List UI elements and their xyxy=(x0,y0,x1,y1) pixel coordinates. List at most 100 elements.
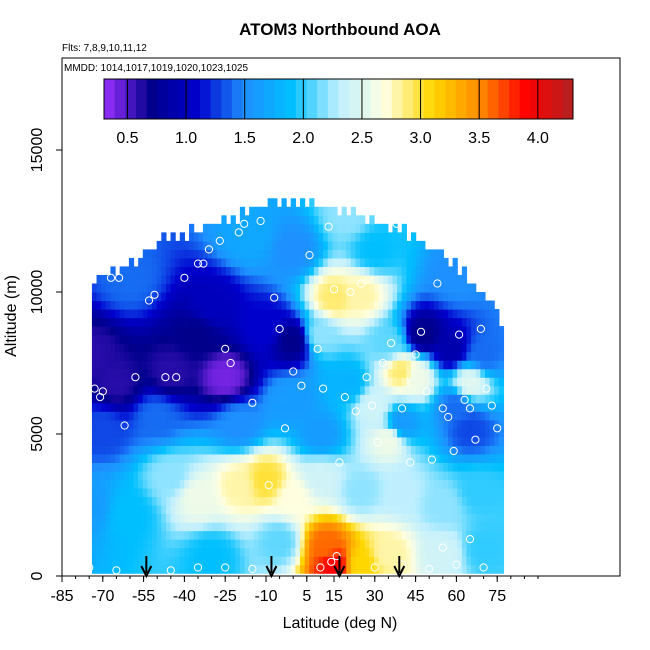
aoa-cell xyxy=(336,513,343,523)
aoa-cell xyxy=(253,274,259,285)
aoa-cell xyxy=(170,257,176,268)
aoa-cell xyxy=(309,283,315,293)
aoa-cell xyxy=(286,206,292,216)
aoa-cell xyxy=(346,496,352,506)
aoa-cell xyxy=(193,513,199,523)
aoa-cell xyxy=(212,556,218,566)
aoa-cell xyxy=(489,360,495,370)
color-scale-step xyxy=(530,79,542,119)
aoa-cell xyxy=(355,496,361,506)
aoa-cell xyxy=(484,530,491,540)
aoa-cell xyxy=(147,556,153,566)
aoa-cell xyxy=(295,274,301,285)
observation-point xyxy=(387,339,396,348)
aoa-cell xyxy=(165,513,172,523)
aoa-cell xyxy=(304,556,310,566)
aoa-cell xyxy=(443,556,449,566)
aoa-cell xyxy=(207,513,213,523)
aoa-cell xyxy=(332,496,338,506)
aoa-cell xyxy=(105,564,112,574)
aoa-cell xyxy=(447,377,454,387)
aoa-cell xyxy=(142,343,148,353)
aoa-cell xyxy=(443,317,449,327)
aoa-cell xyxy=(397,436,403,446)
aoa-cell xyxy=(415,556,421,566)
aoa-cell xyxy=(152,487,158,498)
aoa-cell xyxy=(281,522,287,532)
aoa-cell xyxy=(392,522,398,532)
aoa-cell xyxy=(341,445,347,455)
aoa-cell xyxy=(443,445,449,455)
observation-points xyxy=(79,216,502,575)
aoa-cell xyxy=(170,564,176,574)
aoa-cell xyxy=(346,215,352,225)
aoa-cell xyxy=(138,411,144,421)
aoa-cell xyxy=(165,402,172,412)
aoa-cell xyxy=(424,547,431,557)
aoa-cell xyxy=(110,436,116,446)
aoa-cell xyxy=(119,530,125,540)
aoa-cell xyxy=(216,309,222,319)
aoa-cell xyxy=(336,368,343,378)
aoa-cell xyxy=(244,232,250,242)
aoa-cell xyxy=(244,274,250,285)
aoa-cell xyxy=(484,522,491,532)
aoa-cell xyxy=(235,496,241,506)
aoa-cell xyxy=(350,411,357,421)
aoa-cell xyxy=(156,240,162,250)
aoa-cell xyxy=(230,453,236,463)
aoa-cell xyxy=(369,274,375,285)
aoa-cell xyxy=(105,522,112,532)
aoa-cell xyxy=(434,453,440,463)
aoa-cell xyxy=(105,292,112,302)
aoa-cell xyxy=(239,317,246,327)
aoa-cell xyxy=(258,411,264,421)
aoa-cell xyxy=(341,334,347,344)
aoa-cell xyxy=(397,522,403,532)
aoa-cell xyxy=(420,487,426,498)
aoa-cell xyxy=(272,257,278,268)
aoa-cell xyxy=(494,394,500,404)
aoa-cell xyxy=(401,394,407,404)
aoa-cell xyxy=(295,564,301,574)
aoa-cell xyxy=(221,505,227,515)
aoa-cell xyxy=(124,496,130,506)
aoa-cell xyxy=(369,385,375,395)
aoa-cell xyxy=(290,394,296,404)
aoa-cell xyxy=(286,547,292,557)
aoa-cell xyxy=(161,326,167,336)
aoa-cell xyxy=(216,334,222,344)
aoa-cell xyxy=(263,411,269,421)
aoa-cell xyxy=(364,411,370,421)
aoa-cell xyxy=(179,564,185,574)
aoa-cell xyxy=(420,470,426,481)
aoa-cell xyxy=(295,266,301,276)
aoa-cell xyxy=(438,300,444,310)
aoa-cell xyxy=(96,564,102,574)
aoa-cell xyxy=(179,232,185,242)
aoa-cell xyxy=(429,411,435,421)
aoa-cell xyxy=(244,343,250,353)
aoa-cell xyxy=(235,385,241,395)
aoa-cell xyxy=(392,292,398,302)
aoa-cell xyxy=(91,334,98,344)
aoa-cell xyxy=(170,513,176,523)
aoa-cell xyxy=(272,343,278,353)
aoa-cell xyxy=(216,487,222,498)
aoa-cell xyxy=(290,522,296,532)
plot-frame xyxy=(61,57,621,577)
aoa-cell xyxy=(216,283,222,293)
aoa-cell xyxy=(239,513,246,523)
aoa-cell xyxy=(142,317,148,327)
aoa-cell xyxy=(318,453,324,463)
aoa-cell xyxy=(378,385,384,395)
aoa-cell xyxy=(249,266,255,276)
aoa-cell xyxy=(489,402,495,412)
aoa-cell xyxy=(309,402,315,412)
aoa-cell xyxy=(202,513,209,523)
aoa-cell xyxy=(239,496,246,506)
aoa-cell xyxy=(272,487,278,498)
observation-point xyxy=(455,330,464,339)
aoa-cell xyxy=(170,309,176,319)
aoa-cell xyxy=(360,360,366,370)
